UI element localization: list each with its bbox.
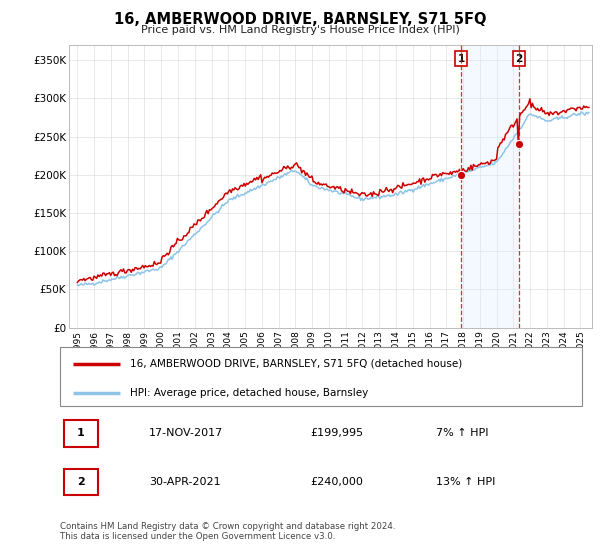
Text: 7% ↑ HPI: 7% ↑ HPI (436, 428, 488, 438)
Text: 1: 1 (457, 54, 464, 63)
Text: HPI: Average price, detached house, Barnsley: HPI: Average price, detached house, Barn… (130, 388, 369, 398)
Text: 2: 2 (515, 54, 523, 63)
Text: 13% ↑ HPI: 13% ↑ HPI (436, 477, 495, 487)
Text: 16, AMBERWOOD DRIVE, BARNSLEY, S71 5FQ (detached house): 16, AMBERWOOD DRIVE, BARNSLEY, S71 5FQ (… (130, 358, 463, 368)
Text: £199,995: £199,995 (311, 428, 364, 438)
Text: 30-APR-2021: 30-APR-2021 (149, 477, 220, 487)
Text: £240,000: £240,000 (311, 477, 364, 487)
FancyBboxPatch shape (60, 347, 582, 406)
FancyBboxPatch shape (64, 469, 98, 495)
Text: Contains HM Land Registry data © Crown copyright and database right 2024.
This d: Contains HM Land Registry data © Crown c… (60, 522, 395, 542)
Text: 16, AMBERWOOD DRIVE, BARNSLEY, S71 5FQ: 16, AMBERWOOD DRIVE, BARNSLEY, S71 5FQ (114, 12, 486, 27)
Text: Price paid vs. HM Land Registry's House Price Index (HPI): Price paid vs. HM Land Registry's House … (140, 25, 460, 35)
Text: 17-NOV-2017: 17-NOV-2017 (149, 428, 223, 438)
Text: 1: 1 (77, 428, 85, 438)
FancyBboxPatch shape (64, 421, 98, 446)
Bar (461, 45, 519, 328)
Text: 2: 2 (77, 477, 85, 487)
